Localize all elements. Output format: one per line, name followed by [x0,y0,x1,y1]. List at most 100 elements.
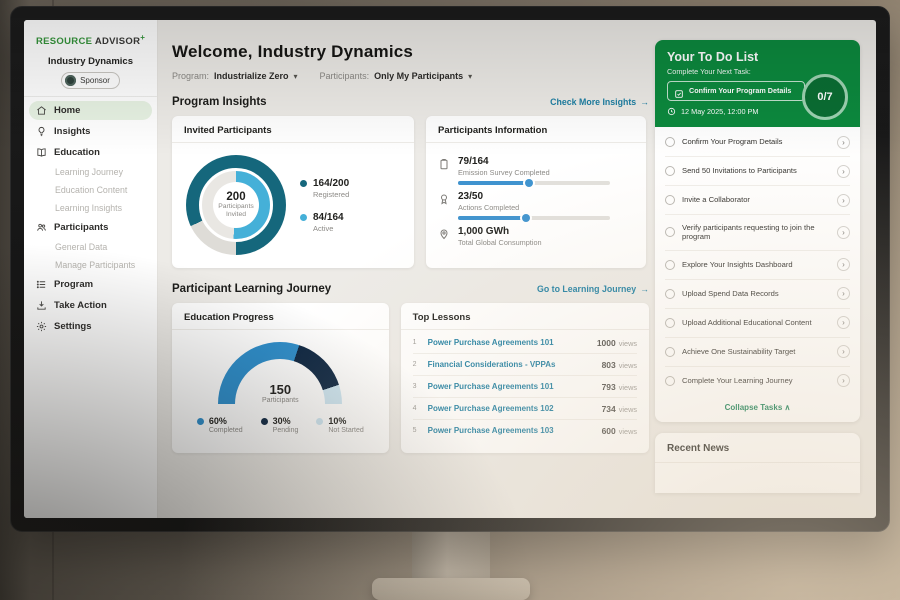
chevron-right-icon[interactable]: › [837,287,850,301]
brand-part2: ADVISOR [94,36,141,48]
legend-dot [196,418,204,425]
sidebar-item-participants[interactable]: Participants [24,217,157,238]
lesson-link[interactable]: Power Purchase Agreements 101 [427,338,554,347]
sidebar-item-general-data[interactable]: General Data [55,242,108,253]
task-achieve-sustainability-target[interactable]: Achieve One Sustainability Target › [665,338,850,367]
home-icon [36,105,47,116]
emission-survey-progressbar [458,179,610,187]
task-complete-learning-journey[interactable]: Complete Your Learning Journey › [665,367,850,395]
sidebar-item-learning-insights[interactable]: Learning Insights [55,203,122,214]
sidebar-item-education[interactable]: Education [24,142,157,163]
sidebar-item-label: Settings [54,321,92,333]
sidebar-item-education-content[interactable]: Education Content [55,185,128,196]
lightbulb-icon [36,126,47,137]
task-checkbox[interactable] [665,346,675,357]
lesson-link[interactable]: Power Purchase Agreements 101 [427,382,554,391]
top-lessons-card: Top Lessons 1 Power Purchase Agreements … [400,303,649,453]
emission-survey-label: Emission Survey Completed [458,168,550,177]
legend-dot [300,213,307,221]
chevron-right-icon[interactable]: › [837,193,850,207]
link-label: Check More Insights [550,97,637,107]
participants-filter[interactable]: Participants: Only My Participants ▾ [320,71,473,81]
lesson-row[interactable]: 5 Power Purchase Agreements 103 600 views [413,420,637,441]
task-checkbox[interactable] [665,375,675,386]
recent-news-card: Recent News [655,432,860,493]
chevron-right-icon[interactable]: › [837,135,850,149]
task-checkbox[interactable] [665,259,675,270]
chevron-right-icon[interactable]: › [837,225,850,239]
program-filter[interactable]: Program: Industrialize Zero ▾ [172,71,298,81]
org-name: Industry Dynamics [48,56,133,68]
lesson-link[interactable]: Power Purchase Agreements 102 [427,404,554,413]
pending-value: 30% [272,416,291,426]
todo-task-list: Confirm Your Program Details › Send 50 I… [655,127,860,422]
lesson-row[interactable]: 3 Power Purchase Agreements 101 793 views [412,376,637,398]
active-label: Active [313,223,334,233]
lesson-link[interactable]: Financial Considerations - VPPAs [427,360,556,369]
sidebar-item-program[interactable]: Program [24,274,157,295]
arrow-right-icon: → [640,284,649,294]
sidebar-item-learning-journey[interactable]: Learning Journey [55,167,123,178]
page-title: Welcome, Industry Dynamics [172,42,414,61]
task-checkbox[interactable] [665,195,675,205]
task-invite-collaborator[interactable]: Invite a Collaborator › [665,186,850,215]
chevron-right-icon[interactable]: › [837,258,850,272]
task-checkbox[interactable] [665,166,675,176]
actions-completed-label: Actions Completed [458,203,520,212]
task-confirm-program-details[interactable]: Confirm Your Program Details › [665,128,850,157]
sponsor-badge[interactable]: Sponsor [61,72,120,90]
collapse-label: Collapse Tasks [724,402,783,412]
link-label: Go to Learning Journey [536,284,637,294]
chevron-right-icon[interactable]: › [837,164,850,178]
lesson-rank: 4 [412,405,417,412]
chevron-right-icon[interactable]: › [837,316,850,330]
lesson-rank: 5 [412,427,417,434]
invited-participants-title: Invited Participants [172,116,414,143]
lesson-rank: 3 [412,383,417,390]
progress-fill [458,179,533,187]
registered-value: 164/200 [313,177,350,189]
people-icon [36,222,47,233]
task-upload-spend-data[interactable]: Upload Spend Data Records › [665,280,850,309]
education-progress-title: Education Progress [172,303,389,330]
task-send-invitations[interactable]: Send 50 Invitations to Participants › [665,157,850,186]
lesson-row[interactable]: 1 Power Purchase Agreements 101 1000 view… [412,332,637,354]
collapse-tasks-button[interactable]: Collapse Tasks ∧ [665,395,850,416]
task-checkbox[interactable] [665,317,675,328]
task-explore-insights[interactable]: Explore Your Insights Dashboard › [665,251,850,280]
participants-information-title: Participants Information [426,116,646,143]
education-progress-gauge: 150 Participants [218,342,343,404]
dashboard-screen: RESOURCE ADVISOR+ Industry Dynamics Spon… [24,20,876,518]
sidebar-item-home[interactable]: Home [29,101,152,121]
brand-plus: + [140,33,146,42]
chevron-right-icon[interactable]: › [837,374,850,388]
check-more-insights-link[interactable]: Check More Insights → [550,97,649,107]
sidebar-item-label: Home [54,105,81,117]
task-upload-educational-content[interactable]: Upload Additional Educational Content › [665,309,850,338]
global-consumption-label: Total Global Consumption [458,238,542,247]
clipboard-icon [438,157,450,170]
actions-completed-value: 23/50 [458,191,484,202]
sidebar-item-manage-participants[interactable]: Manage Participants [55,260,136,271]
donut-ring-inner [199,168,273,242]
insights-card-row: Invited Participants 200 Participants In… [172,116,649,268]
sidebar-item-insights[interactable]: Insights [24,121,157,142]
lesson-views: 1000 views [596,337,637,348]
checkbox-icon [674,86,684,98]
sidebar-item-label: Insights [54,126,91,138]
sidebar-item-settings[interactable]: Settings [24,316,157,337]
task-checkbox[interactable] [665,137,675,147]
todo-column: Your To Do List Complete Your Next Task:… [653,20,876,518]
task-verify-participants[interactable]: Verify participants requesting to join t… [665,215,850,251]
task-checkbox[interactable] [665,288,675,299]
lesson-row[interactable]: 4 Power Purchase Agreements 102 734 views [412,398,637,420]
next-task-box[interactable]: Confirm Your Program Details [667,81,805,101]
chevron-right-icon[interactable]: › [837,345,850,359]
sidebar-item-take-action[interactable]: Take Action [24,295,157,316]
lesson-link[interactable]: Power Purchase Agreements 103 [427,426,554,435]
invited-participants-donut: 200 Participants Invited [186,155,286,255]
lesson-row[interactable]: 2 Financial Considerations - VPPAs 803 vi… [412,354,637,376]
chevron-down-icon: ▾ [293,71,298,81]
go-to-learning-journey-link[interactable]: Go to Learning Journey → [537,284,649,294]
task-checkbox[interactable] [665,227,675,238]
